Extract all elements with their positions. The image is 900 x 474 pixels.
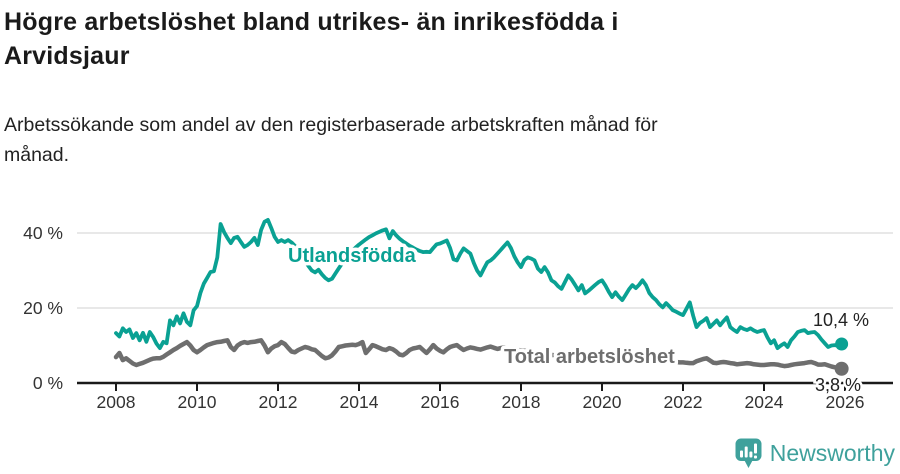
utlandsf-dda-line bbox=[114, 217, 844, 351]
newsworthy-logo: Newsworthy bbox=[734, 437, 895, 470]
y-tick-label: 40 % bbox=[23, 223, 63, 243]
y-tick-label: 0 % bbox=[33, 373, 63, 393]
utlandsf-dda-label: Utlandsfödda bbox=[288, 245, 417, 267]
bar-chart-speech-bubble-icon bbox=[735, 438, 762, 468]
x-tick-label: 2020 bbox=[583, 392, 622, 412]
utlandsf-dda-end-dot bbox=[835, 337, 849, 351]
page-title-line1: Högre arbetslöshet bland utrikes- än inr… bbox=[4, 8, 619, 36]
y-tick-label: 20 % bbox=[23, 298, 63, 318]
total-arbetsl-shet-line bbox=[113, 338, 844, 372]
x-tick-label: 2010 bbox=[178, 392, 217, 412]
x-tick-label: 2018 bbox=[502, 392, 541, 412]
page-title: Högre arbetslöshet bland utrikes- än inr… bbox=[4, 5, 619, 73]
page-subtitle: Arbetssökande som andel av den registerb… bbox=[4, 110, 658, 170]
total-arbetsl-shet-label: Total arbetslöshet bbox=[504, 346, 675, 368]
x-tick-label: 2012 bbox=[259, 392, 298, 412]
page-subtitle-line2: månad. bbox=[4, 144, 70, 166]
utlandsf-dda-end-value: 10,4 % bbox=[813, 310, 869, 330]
brand-name: Newsworthy bbox=[769, 440, 895, 466]
x-tick-label: 2016 bbox=[421, 392, 460, 412]
x-tick-label: 2014 bbox=[340, 392, 379, 412]
x-tick-label: 2024 bbox=[745, 392, 784, 412]
x-tick-label: 2008 bbox=[97, 392, 136, 412]
page-subtitle-line1: Arbetssökande som andel av den registerb… bbox=[4, 114, 658, 136]
page-title-line2: Arvidsjaur bbox=[4, 42, 130, 70]
x-tick-label: 2022 bbox=[664, 392, 703, 412]
total-arbetsl-shet-end-dot bbox=[834, 361, 849, 376]
total-arbetsl-shet-end-value: 3,8 % bbox=[815, 375, 861, 395]
x-tick-label: 2026 bbox=[826, 392, 865, 412]
